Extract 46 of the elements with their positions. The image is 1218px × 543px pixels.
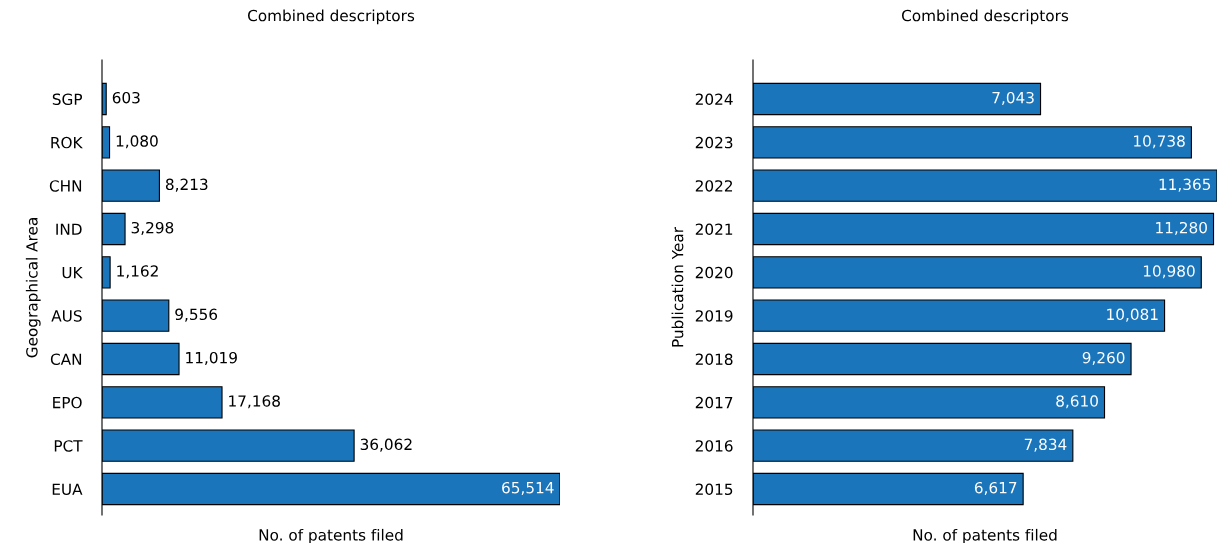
y-tick-label: CAN — [50, 353, 82, 366]
y-tick-label: EPO — [53, 396, 82, 409]
y-tick-label: 2020 — [695, 266, 733, 279]
y-tick-label: 2023 — [695, 136, 733, 149]
data-label: 10,980 — [1143, 265, 1195, 279]
data-label: 9,260 — [1082, 351, 1125, 365]
data-label: 17,168 — [229, 395, 280, 409]
y-tick-label: 2016 — [695, 440, 733, 452]
y-axis-title: Publication Year — [671, 226, 684, 347]
data-label: 10,738 — [1134, 135, 1185, 149]
x-axis-title: No. of patents filed — [259, 528, 403, 543]
data-label: 11,365 — [1159, 178, 1211, 192]
data-label: 9,556 — [175, 308, 218, 322]
y-tick-label: CHN — [49, 180, 82, 192]
data-label: 8,610 — [1056, 395, 1098, 409]
data-label: 8,213 — [165, 178, 208, 192]
y-tick-label: EUA — [52, 483, 83, 496]
y-tick-label: 2015 — [695, 483, 733, 496]
y-tick-label: 2019 — [695, 310, 733, 322]
y-tick-label: 2022 — [695, 180, 733, 192]
x-axis-title: No. of patents filed — [913, 528, 1057, 543]
data-label: 6,617 — [974, 481, 1017, 495]
data-label: 7,043 — [992, 91, 1034, 105]
data-label: 11,019 — [186, 351, 237, 365]
data-label: 1,162 — [117, 265, 158, 279]
data-label: 11,280 — [1156, 221, 1207, 235]
chart-title: Combined descriptors — [901, 9, 1069, 25]
data-label: 36,062 — [360, 438, 412, 452]
y-tick-label: 2018 — [695, 353, 733, 366]
y-tick-label: 2017 — [695, 396, 733, 409]
y-tick-label: 2024 — [695, 93, 733, 106]
y-tick-label: SGP — [52, 93, 83, 106]
data-label: 1,080 — [116, 135, 158, 149]
y-tick-label: AUS — [51, 310, 82, 322]
y-tick-label: ROK — [51, 136, 83, 149]
data-label: 603 — [112, 91, 140, 104]
y-tick-label: 2021 — [695, 223, 733, 236]
data-label: 10,081 — [1107, 308, 1158, 322]
data-label: 3,298 — [131, 221, 174, 235]
chart-title: Combined descriptors — [247, 9, 415, 25]
y-tick-label: UK — [62, 267, 83, 279]
data-label: 65,514 — [502, 481, 554, 495]
y-tick-label: IND — [56, 223, 82, 235]
data-label: 7,834 — [1024, 438, 1067, 452]
y-tick-label: PCT — [54, 440, 83, 452]
y-axis-title: Geographical Area — [25, 218, 41, 358]
